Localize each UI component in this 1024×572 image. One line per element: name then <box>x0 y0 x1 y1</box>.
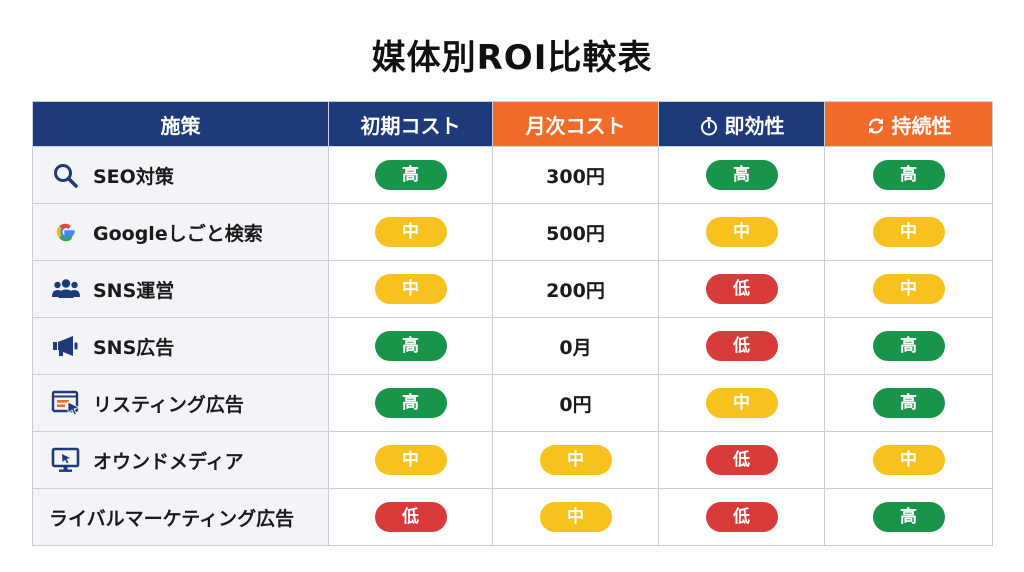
level-badge: 低 <box>705 502 778 532</box>
table-row: SEO対策 高 300円 高 高 <box>32 146 993 204</box>
level-badge: 中 <box>872 445 945 475</box>
table-row: オウンドメディア 中 中 低 中 <box>32 431 993 489</box>
level-badge: 低 <box>705 445 778 475</box>
table-row: ライバルマーケティング広告 低 中 低 高 <box>32 488 993 546</box>
header-immediacy: 即効性 <box>658 101 825 147</box>
row-label: SEO対策 <box>93 165 174 188</box>
level-badge: 高 <box>374 160 447 190</box>
listing-ad-icon <box>51 390 81 416</box>
header-label: 持続性 <box>891 113 952 138</box>
search-icon <box>51 162 81 188</box>
table-header-row: 施策 初期コスト 月次コスト 即効性 <box>32 101 993 147</box>
table-row: SNS運営 中 200円 低 中 <box>32 260 993 318</box>
roi-comparison-table: 施策 初期コスト 月次コスト 即効性 <box>32 101 993 546</box>
row-label: オウンドメディア <box>93 450 244 473</box>
row-label: SNS運営 <box>93 279 175 302</box>
level-badge: 高 <box>705 160 778 190</box>
level-badge: 高 <box>872 388 945 418</box>
people-icon <box>51 276 81 302</box>
header-measure: 施策 <box>32 101 329 147</box>
level-badge: 中 <box>539 502 612 532</box>
monthly-cost-value: 500円 <box>546 222 605 245</box>
stopwatch-icon <box>699 116 719 136</box>
level-badge: 高 <box>872 331 945 361</box>
header-sustainability: 持続性 <box>824 101 993 147</box>
level-badge: 中 <box>872 274 945 304</box>
row-label: リスティング広告 <box>93 393 244 416</box>
row-label: Googleしごと検索 <box>93 222 263 245</box>
row-label: ライバルマーケティング広告 <box>49 507 295 530</box>
level-badge: 高 <box>374 331 447 361</box>
level-badge: 高 <box>872 502 945 532</box>
level-badge: 中 <box>374 217 447 247</box>
row-name-cell: SEO対策 <box>32 146 329 204</box>
row-label: SNS広告 <box>93 336 175 359</box>
level-badge: 低 <box>705 331 778 361</box>
header-label: 施策 <box>160 113 201 138</box>
header-monthly-cost: 月次コスト <box>492 101 659 147</box>
refresh-icon <box>866 116 886 136</box>
table-row: Googleしごと検索 中 500円 中 中 <box>32 203 993 261</box>
level-badge: 中 <box>374 274 447 304</box>
level-badge: 中 <box>374 445 447 475</box>
level-badge: 低 <box>374 502 447 532</box>
monthly-cost-value: 300円 <box>546 165 605 188</box>
row-name-cell: ライバルマーケティング広告 <box>32 488 329 546</box>
level-badge: 中 <box>872 217 945 247</box>
level-badge: 高 <box>872 160 945 190</box>
row-name-cell: リスティング広告 <box>32 374 329 432</box>
monthly-cost-value: 0円 <box>559 393 592 416</box>
monthly-cost-value: 0月 <box>559 336 592 359</box>
megaphone-icon <box>51 333 81 359</box>
row-name-cell: Googleしごと検索 <box>32 203 329 261</box>
level-badge: 中 <box>705 388 778 418</box>
google-icon <box>51 219 81 245</box>
row-name-cell: SNS運営 <box>32 260 329 318</box>
level-badge: 中 <box>705 217 778 247</box>
table-row: SNS広告 高 0月 低 高 <box>32 317 993 375</box>
header-label: 即効性 <box>724 113 785 138</box>
header-label: 月次コスト <box>525 113 626 138</box>
level-badge: 中 <box>539 445 612 475</box>
level-badge: 高 <box>374 388 447 418</box>
row-name-cell: SNS広告 <box>32 317 329 375</box>
row-name-cell: オウンドメディア <box>32 431 329 489</box>
header-initial-cost: 初期コスト <box>328 101 493 147</box>
page-title: 媒体別ROI比較表 <box>371 38 653 78</box>
monitor-icon <box>51 447 81 473</box>
table-row: リスティング広告 高 0円 中 高 <box>32 374 993 432</box>
monthly-cost-value: 200円 <box>546 279 605 302</box>
level-badge: 低 <box>705 274 778 304</box>
header-label: 初期コスト <box>360 113 461 138</box>
